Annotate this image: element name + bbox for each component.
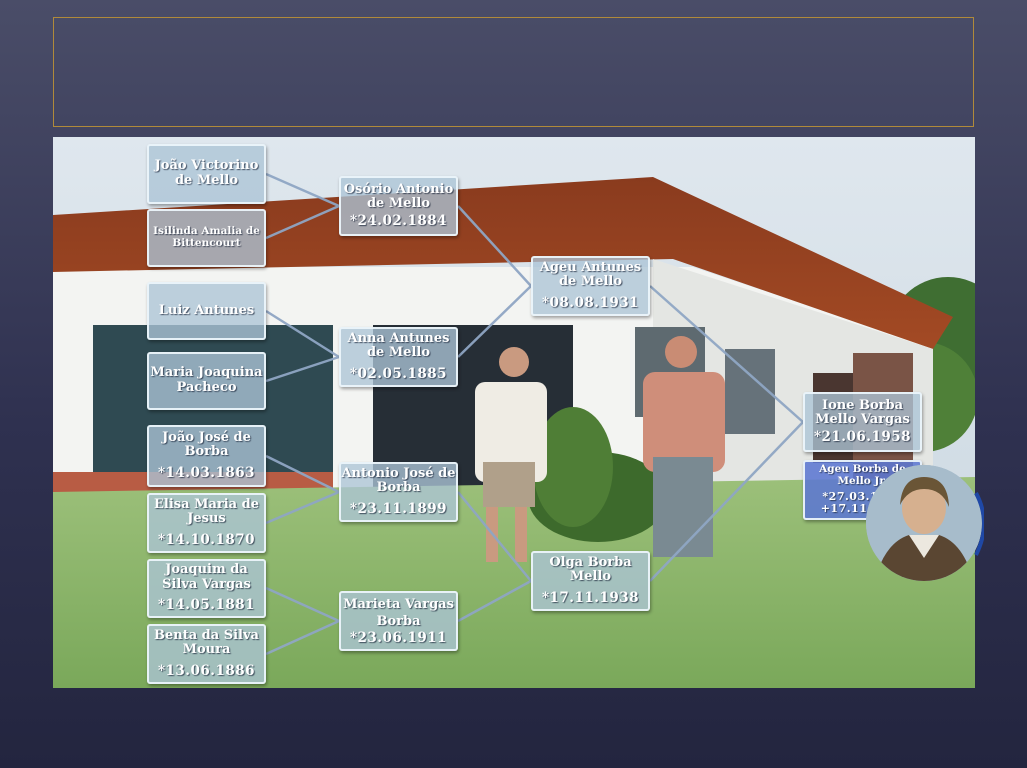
person-date: *14.03.1863 xyxy=(157,464,256,481)
person-ione-borba: Ione Borba Mello Vargas *21.06.1958 xyxy=(803,392,922,452)
person-name: Ageu Antunes de Mello xyxy=(539,259,642,290)
person-anna-antunes: Anna Antunes de Mello *02.05.1885 xyxy=(339,327,458,387)
person-name: João Victorino de Mello xyxy=(154,158,259,188)
portrait-photo xyxy=(864,463,986,583)
person-osorio-antonio: Osório Antonio de Mello *24.02.1884 xyxy=(339,176,458,236)
person-maria-joaquina: Maria Joaquina Pacheco xyxy=(147,352,266,410)
person-date: *17.11.1938 xyxy=(541,589,640,606)
person-date: *24.02.1884 xyxy=(349,212,448,229)
person-date: *23.11.1899 xyxy=(349,500,448,517)
person-name: Olga Borba Mello xyxy=(549,554,632,585)
person-luiz-antunes: Luiz Antunes xyxy=(147,282,266,340)
person-name: Luiz Antunes xyxy=(158,302,255,318)
person-ageu-antunes: Ageu Antunes de Mello *08.08.1931 xyxy=(531,256,650,316)
person-name: Marieta Vargas Borba xyxy=(343,596,454,630)
person-name: Osório Antonio de Mello xyxy=(343,181,454,212)
person-olga-borba: Olga Borba Mello *17.11.1938 xyxy=(531,551,650,611)
person-date: *23.06.1911 xyxy=(349,629,448,646)
person-name: Benta da Silva Moura xyxy=(154,627,259,658)
title-placeholder-box xyxy=(53,17,974,127)
person-name: João José de Borba xyxy=(162,429,251,460)
person-joaquim-silva-vargas: Joaquim da Silva Vargas *14.05.1881 xyxy=(147,559,266,618)
person-name: Elisa Maria de Jesus xyxy=(154,496,259,527)
person-date: *13.06.1886 xyxy=(157,662,256,679)
person-joao-jose-borba: João José de Borba *14.03.1863 xyxy=(147,425,266,487)
person-elisa-maria: Elisa Maria de Jesus *14.10.1870 xyxy=(147,493,266,553)
person-name: Joaquim da Silva Vargas xyxy=(162,562,251,592)
person-date: *08.08.1931 xyxy=(541,294,640,311)
person-date: *14.05.1881 xyxy=(157,597,256,614)
person-date: *02.05.1885 xyxy=(349,365,448,382)
person-name: Anna Antunes de Mello xyxy=(347,330,450,361)
person-name: Isilinda Amalia de Bittencourt xyxy=(153,225,260,249)
person-marieta-vargas: Marieta Vargas Borba *23.06.1911 xyxy=(339,591,458,651)
person-benta-silva-moura: Benta da Silva Moura *13.06.1886 xyxy=(147,624,266,684)
person-date: *14.10.1870 xyxy=(157,531,256,548)
person-joao-victorino: João Victorino de Mello xyxy=(147,144,266,204)
person-date: *21.06.1958 xyxy=(813,428,912,445)
person-isilinda-amalia: Isilinda Amalia de Bittencourt xyxy=(147,209,266,267)
person-antonio-jose-borba: Antonio José de Borba *23.11.1899 xyxy=(339,462,458,522)
person-name: Antonio José de Borba xyxy=(341,465,456,496)
person-name: Maria Joaquina Pacheco xyxy=(150,365,263,395)
person-name: Ione Borba Mello Vargas xyxy=(815,397,910,428)
person-name: Ageu Borba de Mello Jr. xyxy=(819,463,906,488)
